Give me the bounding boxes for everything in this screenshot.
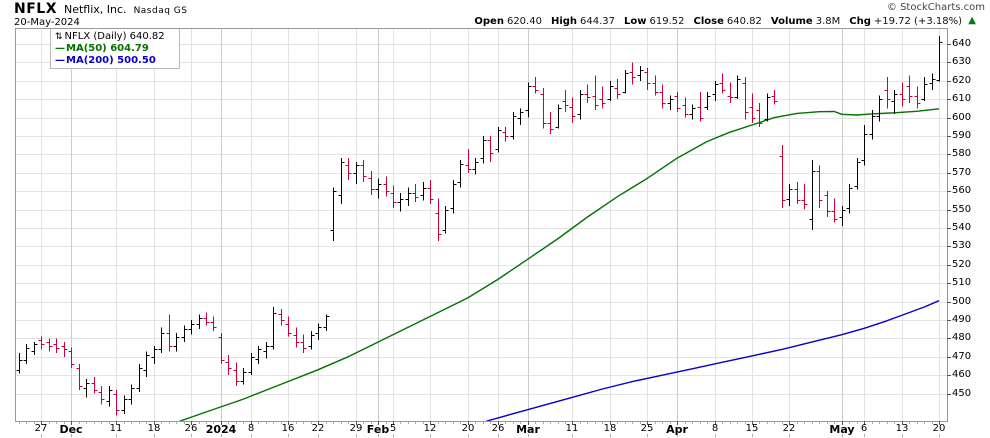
- ma200-line-swatch: —: [55, 55, 65, 66]
- y-axis-label: 570: [952, 167, 972, 178]
- x-axis-label: Apr: [666, 423, 688, 436]
- v-gridlines-month: [71, 28, 843, 421]
- x-axis-label: 22: [311, 423, 325, 434]
- x-axis-label: 8: [711, 423, 719, 434]
- y-axis-label: 620: [952, 75, 972, 86]
- y-axis-ticks: [947, 44, 951, 395]
- legend-box: [50, 29, 180, 69]
- quote-value: 640.82: [726, 16, 762, 27]
- legend-symbol-row: ⇅ NFLX (Daily) 640.82: [55, 31, 165, 43]
- x-axis-label: 2024: [205, 423, 237, 436]
- y-axis-label: 500: [952, 296, 972, 307]
- x-axis-label: 18: [147, 423, 161, 434]
- up-bars: [16, 36, 943, 414]
- x-axis-label: Feb: [366, 423, 390, 436]
- y-axis-label: 470: [952, 351, 972, 362]
- x-axis-label: 29: [349, 423, 363, 434]
- change-up-arrow-icon: ▲: [968, 15, 976, 26]
- quote-label: Low: [624, 16, 647, 27]
- chart-title: NFLX Netflix, Inc. Nasdaq GS: [14, 1, 188, 17]
- x-axis-label: 12: [423, 423, 437, 434]
- ma50-line-swatch: —: [55, 43, 65, 54]
- quote-label: Open: [474, 16, 504, 27]
- h-gridlines: [15, 44, 947, 395]
- copyright-text: © StockCharts.com: [886, 2, 985, 13]
- ma200-line: [486, 300, 940, 421]
- x-axis-lower-ticks: [41, 434, 940, 437]
- company-name: Netflix, Inc.: [64, 3, 127, 16]
- y-axis-label: 580: [952, 148, 972, 159]
- quote-label: Close: [693, 16, 724, 27]
- x-axis-label: Mar: [516, 423, 540, 436]
- updown-arrows-icon: ⇅: [55, 32, 63, 42]
- x-axis-label: 13: [895, 423, 909, 434]
- x-axis-label: 16: [281, 423, 295, 434]
- chart-date: 20-May-2024: [14, 17, 80, 28]
- quote-value: 644.37: [580, 16, 616, 27]
- quote-summary-bar: Open 620.40 High 644.37 Low 619.52 Close 640.82…: [465, 16, 962, 27]
- quote-value: 619.52: [649, 16, 685, 27]
- y-axis-label: 610: [952, 93, 972, 104]
- quote-value: +19.72 (+3.18%): [873, 16, 962, 27]
- y-axis-label: 480: [952, 332, 972, 343]
- y-axis-label: 520: [952, 259, 972, 270]
- x-axis-label: 26: [491, 423, 505, 434]
- ma50-line: [179, 108, 940, 421]
- legend-ma200-label: MA(200) 500.50: [66, 55, 156, 66]
- x-axis-label: May: [829, 423, 855, 436]
- quote-label: Chg: [849, 16, 871, 27]
- x-axis-label: 22: [782, 423, 796, 434]
- y-axis-label: 450: [952, 388, 972, 399]
- v-gridlines-week: [41, 28, 940, 421]
- y-axis-label: 600: [952, 112, 972, 123]
- x-axis-label: 25: [640, 423, 654, 434]
- quote-label: Volume: [770, 16, 813, 27]
- y-axis-label: 460: [952, 369, 972, 380]
- x-axis-label: 20: [461, 423, 475, 434]
- quote-value: 620.40: [506, 16, 542, 27]
- x-axis-label: Dec: [59, 423, 83, 436]
- y-axis-label: 530: [952, 240, 972, 251]
- x-axis-label: 11: [109, 423, 123, 434]
- plot-border: [15, 28, 948, 422]
- y-axis-label: 590: [952, 130, 972, 141]
- y-axis-label: 550: [952, 204, 972, 215]
- quote-value: 3.8M: [815, 16, 841, 27]
- x-axis-label: 26: [184, 423, 198, 434]
- x-axis-label: 8: [247, 423, 255, 434]
- y-axis-label: 560: [952, 185, 972, 196]
- x-axis-label: 15: [745, 423, 759, 434]
- y-axis-label: 640: [952, 38, 972, 49]
- x-axis-label: 5: [389, 423, 397, 434]
- y-axis-label: 630: [952, 56, 972, 67]
- down-bars: [38, 62, 921, 416]
- x-axis-label: 11: [565, 423, 579, 434]
- y-axis-label: 510: [952, 277, 972, 288]
- legend-ma200-row: —MA(200) 500.50: [55, 55, 156, 67]
- x-axis-label: 6: [860, 423, 868, 434]
- x-axis-label: 18: [603, 423, 617, 434]
- x-axis-ticks: [41, 421, 940, 425]
- exchange-name: Nasdaq GS: [133, 6, 188, 16]
- y-axis-label: 540: [952, 222, 972, 233]
- legend-ma50-row: —MA(50) 604.79: [55, 43, 149, 55]
- quote-label: High: [550, 16, 578, 27]
- x-axis-label: 27: [34, 423, 48, 434]
- y-axis-label: 490: [952, 314, 972, 325]
- legend-symbol-label: NFLX (Daily) 640.82: [64, 31, 165, 42]
- x-axis-label: 20: [932, 423, 946, 434]
- legend-ma50-label: MA(50) 604.79: [66, 43, 149, 54]
- ticker-symbol: NFLX: [14, 1, 57, 17]
